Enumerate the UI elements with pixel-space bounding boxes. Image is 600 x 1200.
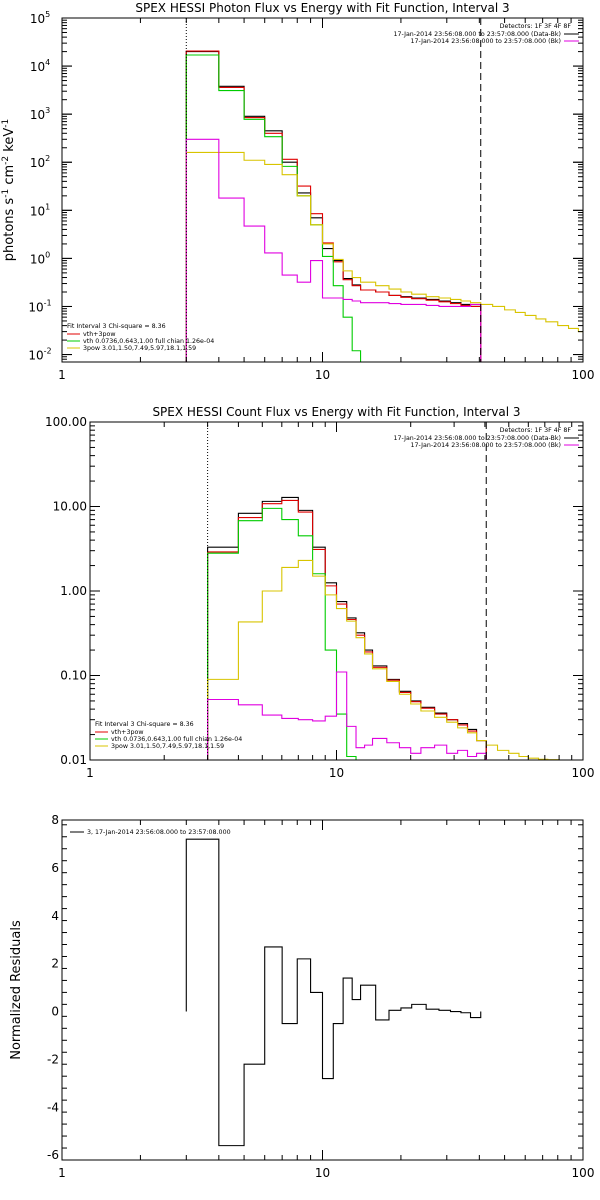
x-tick-label: 10: [315, 368, 330, 382]
residuals-panel: 1 10 100 -6 -4 -2 0 2 4 6 8 Normalized Residuals 3, …: [9, 813, 594, 1180]
y-tick-label: -2: [47, 1052, 59, 1066]
y-tick-exponent: 0: [45, 250, 50, 259]
x-tick-label: 100: [572, 1166, 595, 1180]
y-tick-label: 10.00: [53, 500, 87, 514]
series-group: [185, 50, 583, 362]
series-line-0: [185, 51, 482, 362]
series-line-4: [185, 138, 482, 362]
chart-title: SPEX HESSI Photon Flux vs Energy with Fi…: [135, 1, 509, 15]
y-tick-base: 10: [30, 108, 45, 122]
legend-header: Fit Interval 3 Chi-square = 8.36: [95, 721, 194, 728]
y-tick-label: 100.00: [45, 415, 87, 429]
legend-entry-label: 17-Jan-2014 23:56:08.000 to 23:57:08.000…: [393, 435, 561, 442]
legend-entry-label: 3, 17-Jan-2014 23:56:08.000 to 23:57:08.…: [87, 829, 231, 836]
series-line-0: [185, 838, 482, 1147]
legend-entry-label: 3pow 3.01,1.50,7.49,5.97,18.1,1.59: [83, 345, 196, 352]
legend-bottom-left: 3, 17-Jan-2014 23:56:08.000 to 23:57:08.…: [70, 829, 231, 836]
y-axis-label-exponent: -1: [1, 119, 11, 128]
y-tick-base: 10: [30, 60, 45, 74]
legend-entry-label: 17-Jan-2014 23:56:08.000 to 23:57:08.000…: [393, 31, 561, 38]
y-tick-base: 10: [28, 349, 43, 363]
legend-entry-label: 17-Jan-2014 23:56:08.000 to 23:57:08.000…: [411, 442, 561, 449]
y-tick-label: 0.01: [60, 753, 87, 767]
y-tick-exponent: -2: [44, 347, 52, 356]
legend-header: Fit Interval 3 Chi-square = 8.36: [67, 323, 166, 330]
y-axis-label-part: photons s: [2, 198, 17, 262]
legend-entry-label: vth+3pow: [111, 729, 143, 736]
y-tick-label: 100: [30, 250, 50, 266]
legend-entry-label: vth+3pow: [83, 331, 115, 338]
series-line-1: [207, 499, 487, 760]
x-tick-label: 1: [58, 1166, 66, 1180]
y-tick-label: 10-2: [28, 347, 51, 363]
y-tick-base: 10: [30, 252, 45, 266]
y-axis-label: photons s-1 cm-2 keV-1: [1, 119, 17, 261]
y-tick-label: 8: [51, 813, 59, 827]
series-line-1: [185, 50, 482, 362]
y-tick-exponent: 1: [45, 202, 50, 211]
series-group: [207, 496, 560, 760]
series-group: [185, 838, 482, 1147]
x-tick-label: 1: [58, 368, 66, 382]
y-axis-label-part: keV: [2, 128, 17, 156]
y-tick-label: 105: [30, 10, 50, 26]
y-tick-label: 6: [51, 861, 59, 875]
y-axis-label: Normalized Residuals: [9, 920, 24, 1060]
legend-entry-label: vth 0.0736,0.643,1.00 full chian 1.26e-0…: [111, 736, 242, 743]
series-line-3: [185, 151, 583, 362]
legend-header: Detectors: 1F 3F 4F 8F: [500, 23, 572, 30]
count-flux-panel: SPEX HESSI Count Flux vs Energy with Fit…: [45, 405, 594, 780]
legend-bottom-left: Fit Interval 3 Chi-square = 8.36vth+3pow…: [67, 323, 214, 352]
y-tick-label: 0.10: [60, 669, 87, 683]
y-tick-exponent: 3: [45, 106, 50, 115]
plot-frame: [61, 819, 584, 1161]
y-tick-base: 10: [30, 156, 45, 170]
legend-entry-label: 3pow 3.01,1.50,7.49,5.97,18.1,1.59: [111, 743, 224, 750]
y-tick-label: 1.00: [60, 584, 87, 598]
series-line-2: [207, 507, 357, 760]
y-tick-base: 10: [28, 300, 43, 314]
legend-bottom-left: Fit Interval 3 Chi-square = 8.36vth+3pow…: [95, 721, 242, 750]
y-tick-base: 10: [30, 12, 45, 26]
y-tick-exponent: 5: [45, 10, 50, 19]
y-axis-label-exponent: -2: [1, 156, 11, 165]
y-axis-label-part: cm: [2, 165, 17, 189]
series-line-3: [207, 559, 560, 760]
series-line-4: [207, 671, 487, 760]
y-tick-label: 102: [30, 154, 50, 170]
x-tick-label: 10: [315, 1166, 330, 1180]
y-tick-exponent: -1: [44, 298, 52, 307]
x-tick-label: 100: [572, 766, 595, 780]
y-tick-label: 10-1: [28, 298, 51, 314]
legend-entry-label: 17-Jan-2014 23:56:08.000 to 23:57:08.000…: [411, 38, 561, 45]
y-tick-exponent: 2: [45, 154, 50, 163]
photon-flux-panel: SPEX HESSI Photon Flux vs Energy with Fi…: [1, 1, 594, 382]
legend-entry-label: vth 0.0736,0.643,1.00 full chian 1.26e-0…: [83, 338, 214, 345]
chart-title: SPEX HESSI Count Flux vs Energy with Fit…: [152, 405, 520, 419]
y-tick-label: 104: [30, 58, 50, 74]
y-tick-label: -6: [47, 1148, 59, 1162]
legend-header: Detectors: 1F 3F 4F 8F: [500, 427, 572, 434]
y-tick-label: 2: [51, 957, 59, 971]
y-tick-label: -4: [47, 1100, 59, 1114]
y-tick-label: 103: [30, 106, 50, 122]
y-tick-label: 0: [51, 1005, 59, 1019]
x-tick-label: 10: [329, 766, 344, 780]
y-tick-exponent: 4: [45, 58, 50, 67]
y-tick-label: 4: [51, 909, 59, 923]
y-tick-label: 101: [30, 202, 50, 218]
x-tick-label: 1: [86, 766, 94, 780]
y-tick-base: 10: [30, 204, 45, 218]
x-tick-label: 100: [572, 368, 595, 382]
series-line-2: [185, 54, 362, 362]
y-axis-label-exponent: -1: [1, 189, 11, 198]
